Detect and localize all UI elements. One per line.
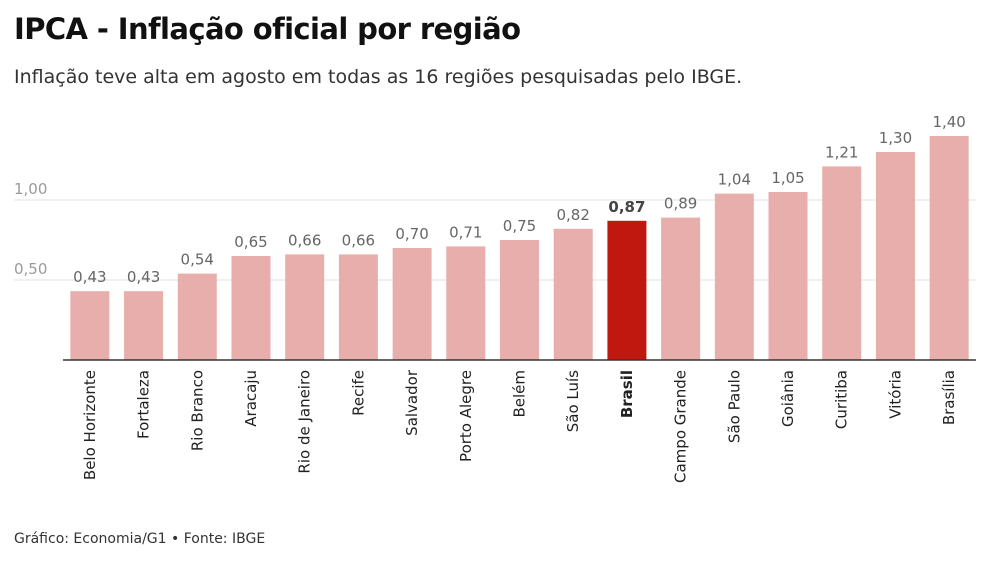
bar-são-paulo <box>714 193 754 360</box>
category-label: Rio Branco <box>188 370 206 451</box>
bar-belém <box>500 240 539 360</box>
value-label: 0,70 <box>395 225 428 243</box>
bar-aracaju <box>231 256 271 360</box>
bar-campo-grande <box>661 217 701 360</box>
category-label: Porto Alegre <box>457 370 475 462</box>
category-label: Fortaleza <box>135 370 153 439</box>
value-label: 1,21 <box>825 143 858 161</box>
value-label: 0,43 <box>73 268 106 286</box>
bar-belo-horizonte <box>70 291 110 360</box>
value-label: 1,30 <box>879 129 912 147</box>
chart-subtitle: Inflação teve alta em agosto em todas as… <box>14 66 743 88</box>
bar-porto-alegre <box>446 246 486 360</box>
category-label: Belém <box>511 370 529 418</box>
bar-rio-branco <box>177 273 217 360</box>
category-label: São Paulo <box>725 370 743 443</box>
bar-salvador <box>392 248 432 360</box>
bar-vitória <box>875 152 915 360</box>
category-label: Vitória <box>886 370 904 419</box>
value-label: 0,87 <box>608 198 645 216</box>
value-label: 0,54 <box>181 251 214 269</box>
bar-brasília <box>929 136 969 360</box>
bar-são-luís <box>553 228 593 360</box>
category-label: Curitiba <box>833 370 851 429</box>
bar-curitiba <box>822 166 862 360</box>
category-label: Aracaju <box>242 370 260 427</box>
value-label: 0,43 <box>127 268 160 286</box>
category-label: Rio de Janeiro <box>296 370 314 474</box>
category-label: Brasília <box>940 370 958 425</box>
y-tick-label: 0,50 <box>14 260 47 278</box>
y-tick-label: 1,00 <box>14 180 47 198</box>
value-label: 0,65 <box>234 233 267 251</box>
value-label: 0,66 <box>288 231 321 249</box>
value-label: 0,71 <box>449 223 482 241</box>
category-label: São Luís <box>564 370 582 432</box>
value-label: 1,05 <box>771 169 804 187</box>
bar-fortaleza <box>124 291 164 360</box>
value-label: 0,82 <box>557 206 590 224</box>
value-label: 1,40 <box>932 113 965 131</box>
category-label: Belo Horizonte <box>81 370 99 480</box>
category-label: Salvador <box>403 369 421 436</box>
bar-brasil <box>607 220 647 360</box>
chart-title: IPCA - Inflação oficial por região <box>14 12 521 46</box>
bar-recife <box>338 254 378 360</box>
value-label: 1,04 <box>718 171 751 189</box>
category-label: Recife <box>349 370 367 416</box>
value-labels: 0,43 0,43 0,54 0,65 0,66 0,66 0,70 0,71 0,75 0,82… <box>73 113 966 286</box>
bar-goiânia <box>768 192 808 360</box>
gridlines: 0,50 1,00 <box>14 180 976 281</box>
category-label: Brasil <box>618 370 636 418</box>
value-label: 0,75 <box>503 217 536 235</box>
chart-footer: Gráfico: Economia/G1 • Fonte: IBGE <box>14 531 266 547</box>
bar-rio-de-janeiro <box>285 254 325 360</box>
value-label: 0,66 <box>342 231 375 249</box>
category-label: Campo Grande <box>672 370 690 483</box>
value-label: 0,89 <box>664 195 697 213</box>
category-labels: Belo Horizonte Fortaleza Rio Branco Aracaju… <box>81 369 958 483</box>
category-label: Goiânia <box>779 370 797 427</box>
bars <box>70 136 969 360</box>
bar-chart: 0,50 1,00 0,43 0,43 0,54 0,65 0,66 0,66 0,70 0,7… <box>14 113 976 483</box>
